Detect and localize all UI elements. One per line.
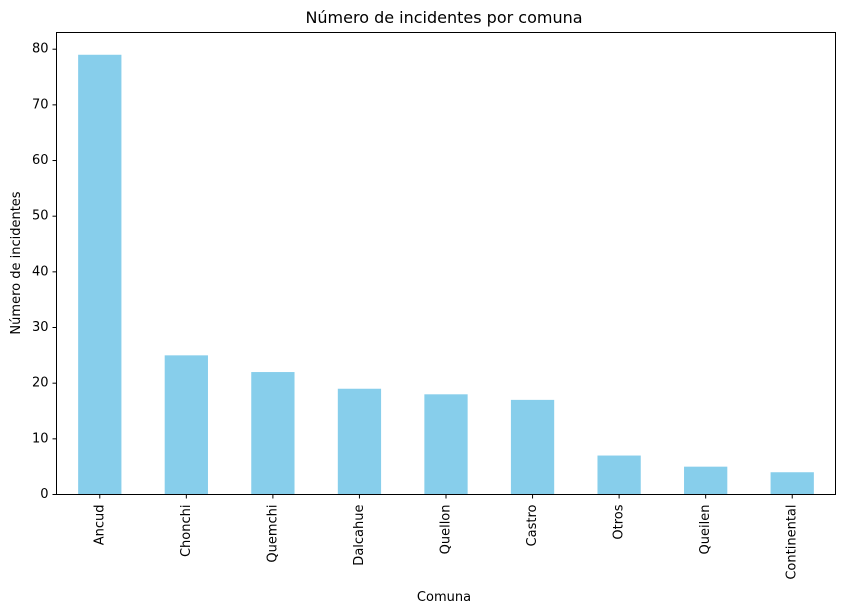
y-tick-label: 20 xyxy=(32,376,49,391)
x-tick-label: Ancud xyxy=(92,505,107,546)
bar-ancud xyxy=(78,54,122,495)
x-tick-label: Dalcahue xyxy=(352,505,367,566)
plot-frame xyxy=(56,32,836,495)
bar-queilen xyxy=(684,466,728,495)
x-axis-title: Comuna xyxy=(417,590,471,605)
y-tick-label: 80 xyxy=(32,42,49,57)
y-tick-label: 10 xyxy=(32,431,49,446)
x-axis: Ancud Chonchi Quemchi Dalcahue Quellon Castro… xyxy=(92,494,800,580)
bar-castro xyxy=(510,399,555,495)
x-tick-label: Castro xyxy=(525,504,540,546)
bar-quellon xyxy=(424,394,468,495)
y-tick-label: 0 xyxy=(40,487,48,502)
x-tick-label: Queilen xyxy=(698,505,713,555)
y-tick-label: 50 xyxy=(32,209,49,224)
y-tick-label: 70 xyxy=(32,97,49,112)
y-axis: 0 10 20 30 40 50 60 70 80 xyxy=(32,42,57,502)
x-tick-label: Continental xyxy=(785,505,800,580)
bar-continental xyxy=(770,472,814,495)
x-tick-label: Chonchi xyxy=(179,505,194,558)
x-tick-label: Otros xyxy=(612,504,627,539)
y-axis-title: Número de incidentes xyxy=(9,191,24,334)
x-tick-label: Quellon xyxy=(439,505,454,555)
bars-group xyxy=(78,54,814,495)
chart-title: Número de incidentes por comuna xyxy=(305,8,582,27)
bar-otros xyxy=(597,455,641,495)
x-tick-label: Quemchi xyxy=(265,505,280,563)
bar-quemchi xyxy=(251,372,295,495)
bar-dalcahue xyxy=(337,388,382,495)
bar-chonchi xyxy=(164,355,208,495)
y-tick-label: 30 xyxy=(32,320,49,335)
y-tick-label: 60 xyxy=(32,153,49,168)
y-tick-label: 40 xyxy=(32,264,49,279)
